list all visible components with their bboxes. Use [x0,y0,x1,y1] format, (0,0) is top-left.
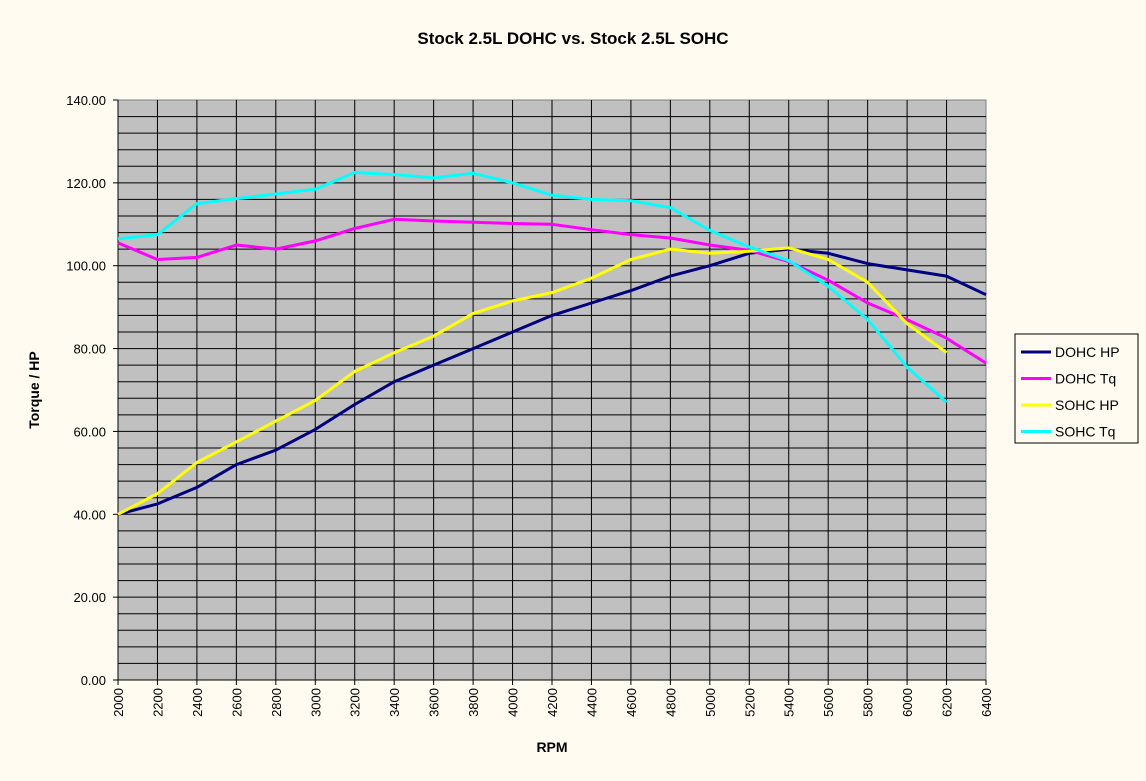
series-line-dohc-hp [117,247,987,516]
y-tick-label: 80.00 [73,342,106,357]
chart-title: Stock 2.5L DOHC vs. Stock 2.5L SOHC [417,29,728,48]
x-tick-label: 4600 [624,688,639,717]
x-tick-label: 2200 [150,688,165,717]
series-line-sohc-hp [117,246,948,516]
axes: 0.00 20.00 40.00 60.00 80.00 100.00 120.00 140.… [66,93,994,717]
x-tick-label: 6000 [900,688,915,717]
x-tick-label: 2600 [229,688,244,717]
x-tick-label: 6200 [940,688,955,717]
x-axis-label: RPM [536,739,567,755]
x-tick-label: 6400 [979,688,994,717]
legend-label: DOHC Tq [1055,371,1116,387]
y-tick-label: 0.00 [81,673,106,688]
y-tick-label: 100.00 [66,259,106,274]
series-line-sohc-tq [117,171,948,404]
y-tick-label: 120.00 [66,176,106,191]
x-tick-label: 3000 [308,688,323,717]
y-axis-label: Torque / HP [26,351,42,429]
x-tick-label: 5400 [782,688,797,717]
y-tick-label: 20.00 [73,590,106,605]
x-tick-label: 4400 [584,688,599,717]
x-tick-label: 3600 [427,688,442,717]
x-tick-label: 5600 [821,688,836,717]
legend-label: SOHC Tq [1055,424,1115,440]
x-tick-label: 5000 [703,688,718,717]
legend-label: DOHC HP [1055,344,1120,360]
y-tick-label: 40.00 [73,507,106,522]
series-line-dohc-tq [117,217,987,365]
legend: DOHC HP DOHC Tq SOHC HP SOHC Tq [1014,333,1139,444]
x-tick-label: 3800 [466,688,481,717]
x-tick-label: 3400 [387,688,402,717]
x-tick-label: 4200 [545,688,560,717]
x-tick-label: 4800 [663,688,678,717]
x-tick-label: 5200 [742,688,757,717]
x-tick-label: 4000 [506,688,521,717]
gridlines [118,100,986,680]
y-tick-label: 140.00 [66,93,106,108]
legend-label: SOHC HP [1055,397,1119,413]
x-tick-label: 2800 [269,688,284,717]
y-tick-label: 60.00 [73,424,106,439]
series-lines [117,171,987,516]
x-tick-label: 2400 [190,688,205,717]
x-tick-label: 3200 [348,688,363,717]
x-tick-label: 2000 [111,688,126,717]
x-tick-label: 5800 [861,688,876,717]
